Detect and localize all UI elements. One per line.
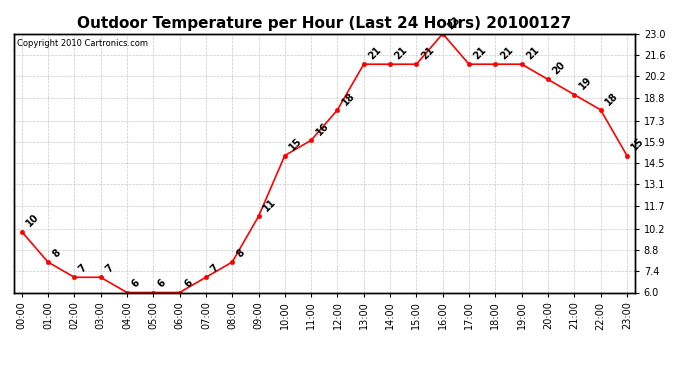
Text: 21: 21 [420,45,436,62]
Text: 21: 21 [498,45,515,62]
Text: 21: 21 [524,45,541,62]
Text: 21: 21 [366,45,383,62]
Text: 16: 16 [314,121,331,138]
Text: 23: 23 [446,14,462,31]
Text: 15: 15 [630,136,647,153]
Text: 18: 18 [603,90,620,107]
Text: 8: 8 [51,248,63,259]
Text: 19: 19 [577,75,593,92]
Text: 7: 7 [208,262,221,274]
Text: 11: 11 [262,197,278,214]
Text: 20: 20 [551,60,567,76]
Text: 6: 6 [156,278,168,290]
Text: 21: 21 [472,45,489,62]
Text: 10: 10 [24,212,41,229]
Text: 18: 18 [340,90,357,107]
Text: 7: 7 [77,262,89,274]
Text: 8: 8 [235,248,247,259]
Title: Outdoor Temperature per Hour (Last 24 Hours) 20100127: Outdoor Temperature per Hour (Last 24 Ho… [77,16,571,31]
Text: 6: 6 [130,278,141,290]
Text: 7: 7 [104,262,115,274]
Text: 6: 6 [182,278,194,290]
Text: 21: 21 [393,45,409,62]
Text: Copyright 2010 Cartronics.com: Copyright 2010 Cartronics.com [17,39,148,48]
Text: 15: 15 [288,136,304,153]
